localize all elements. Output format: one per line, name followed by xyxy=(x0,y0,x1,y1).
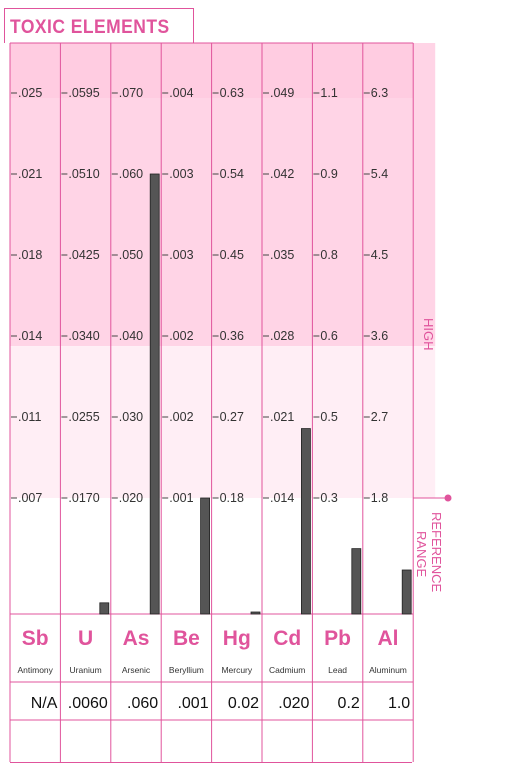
tick-label: .0340 xyxy=(68,329,99,343)
tick-label: .025 xyxy=(18,86,42,100)
element-symbol: Pb xyxy=(324,627,351,650)
tick-label: 0.27 xyxy=(220,410,244,424)
tick-label: 0.5 xyxy=(320,410,337,424)
elevated-band-side xyxy=(413,346,436,498)
tick-label: .049 xyxy=(270,86,294,100)
bar-As xyxy=(149,173,160,615)
tick-label: 0.3 xyxy=(320,491,337,505)
element-name: Mercury xyxy=(221,665,252,675)
high-band-side xyxy=(413,43,436,347)
tick-label: .014 xyxy=(18,329,42,343)
element-name: Cadmium xyxy=(269,665,305,675)
tick-label: .021 xyxy=(18,167,42,181)
tick-label: .001 xyxy=(169,491,193,505)
title-tab xyxy=(4,8,194,43)
tick-label: .002 xyxy=(169,329,193,343)
bar-Pb xyxy=(351,548,362,615)
element-name: Beryllium xyxy=(169,665,204,675)
tick-label: .0595 xyxy=(68,86,99,100)
tick-label: 0.36 xyxy=(220,329,244,343)
element-symbol: Hg xyxy=(223,627,251,650)
element-symbol: Cd xyxy=(273,627,301,650)
high-label: HIGH xyxy=(421,318,436,351)
chart-title: TOXIC ELEMENTS xyxy=(10,17,170,38)
tick-label: .040 xyxy=(119,329,143,343)
element-name: Lead xyxy=(328,665,347,675)
tick-label: .011 xyxy=(18,410,41,424)
tick-label: .030 xyxy=(119,410,143,424)
bar-U xyxy=(99,602,110,615)
tick-label: .060 xyxy=(119,167,143,181)
tick-label: .028 xyxy=(270,329,294,343)
element-name: Aluminum xyxy=(369,665,407,675)
tick-label: .004 xyxy=(169,86,193,100)
tick-label: 5.4 xyxy=(371,167,388,181)
tick-label: 0.6 xyxy=(320,329,337,343)
tick-label: 0.9 xyxy=(320,167,337,181)
tick-label: .003 xyxy=(169,167,193,181)
tick-label: 0.45 xyxy=(220,248,244,262)
tick-label: .0170 xyxy=(68,491,99,505)
tick-label: 4.5 xyxy=(371,248,388,262)
reference-label-line1: REFERENCE xyxy=(429,512,444,593)
tick-label: .035 xyxy=(270,248,294,262)
element-name: Uranium xyxy=(70,665,102,675)
result-value: .001 xyxy=(177,695,208,712)
result-value: .020 xyxy=(278,695,309,712)
reference-label-line2: RANGE xyxy=(414,531,429,578)
reference-dot xyxy=(444,494,452,502)
tick-label: .021 xyxy=(270,410,294,424)
result-value: 0.2 xyxy=(338,695,360,712)
tick-label: .0425 xyxy=(68,248,99,262)
element-symbol: Sb xyxy=(22,627,49,650)
bar-Be xyxy=(200,497,211,615)
tick-label: 3.6 xyxy=(371,329,388,343)
tick-label: .070 xyxy=(119,86,143,100)
tick-label: 0.54 xyxy=(220,167,244,181)
element-name: Arsenic xyxy=(122,665,151,675)
bar-Al xyxy=(401,569,412,615)
tick-label: .002 xyxy=(169,410,193,424)
tick-label: .007 xyxy=(18,491,42,505)
bottom-border xyxy=(10,762,412,763)
bar-Hg xyxy=(250,611,261,615)
tick-label: 1.1 xyxy=(320,86,337,100)
element-symbol: As xyxy=(123,627,150,650)
tick-label: .050 xyxy=(119,248,143,262)
result-value: 1.0 xyxy=(388,695,410,712)
tick-label: 2.7 xyxy=(371,410,388,424)
tick-label: 0.18 xyxy=(220,491,244,505)
result-value: .0060 xyxy=(68,695,108,712)
tick-label: 0.8 xyxy=(320,248,337,262)
tick-label: 1.8 xyxy=(371,491,388,505)
element-symbol: Al xyxy=(378,627,399,650)
tick-label: .014 xyxy=(270,491,294,505)
result-value: 0.02 xyxy=(228,695,259,712)
tick-label: 6.3 xyxy=(371,86,388,100)
tick-label: .042 xyxy=(270,167,294,181)
tick-label: .0510 xyxy=(68,167,99,181)
tick-label: 0.63 xyxy=(220,86,244,100)
result-value: .060 xyxy=(127,695,158,712)
tick-label: .0255 xyxy=(68,410,99,424)
bar-Cd xyxy=(300,428,311,615)
tick-label: .020 xyxy=(119,491,143,505)
tick-label: .018 xyxy=(18,248,42,262)
result-value: N/A xyxy=(31,695,58,712)
element-name: Antimony xyxy=(17,665,53,675)
element-symbol: Be xyxy=(173,627,200,650)
element-symbol: U xyxy=(78,627,93,650)
tick-label: .003 xyxy=(169,248,193,262)
